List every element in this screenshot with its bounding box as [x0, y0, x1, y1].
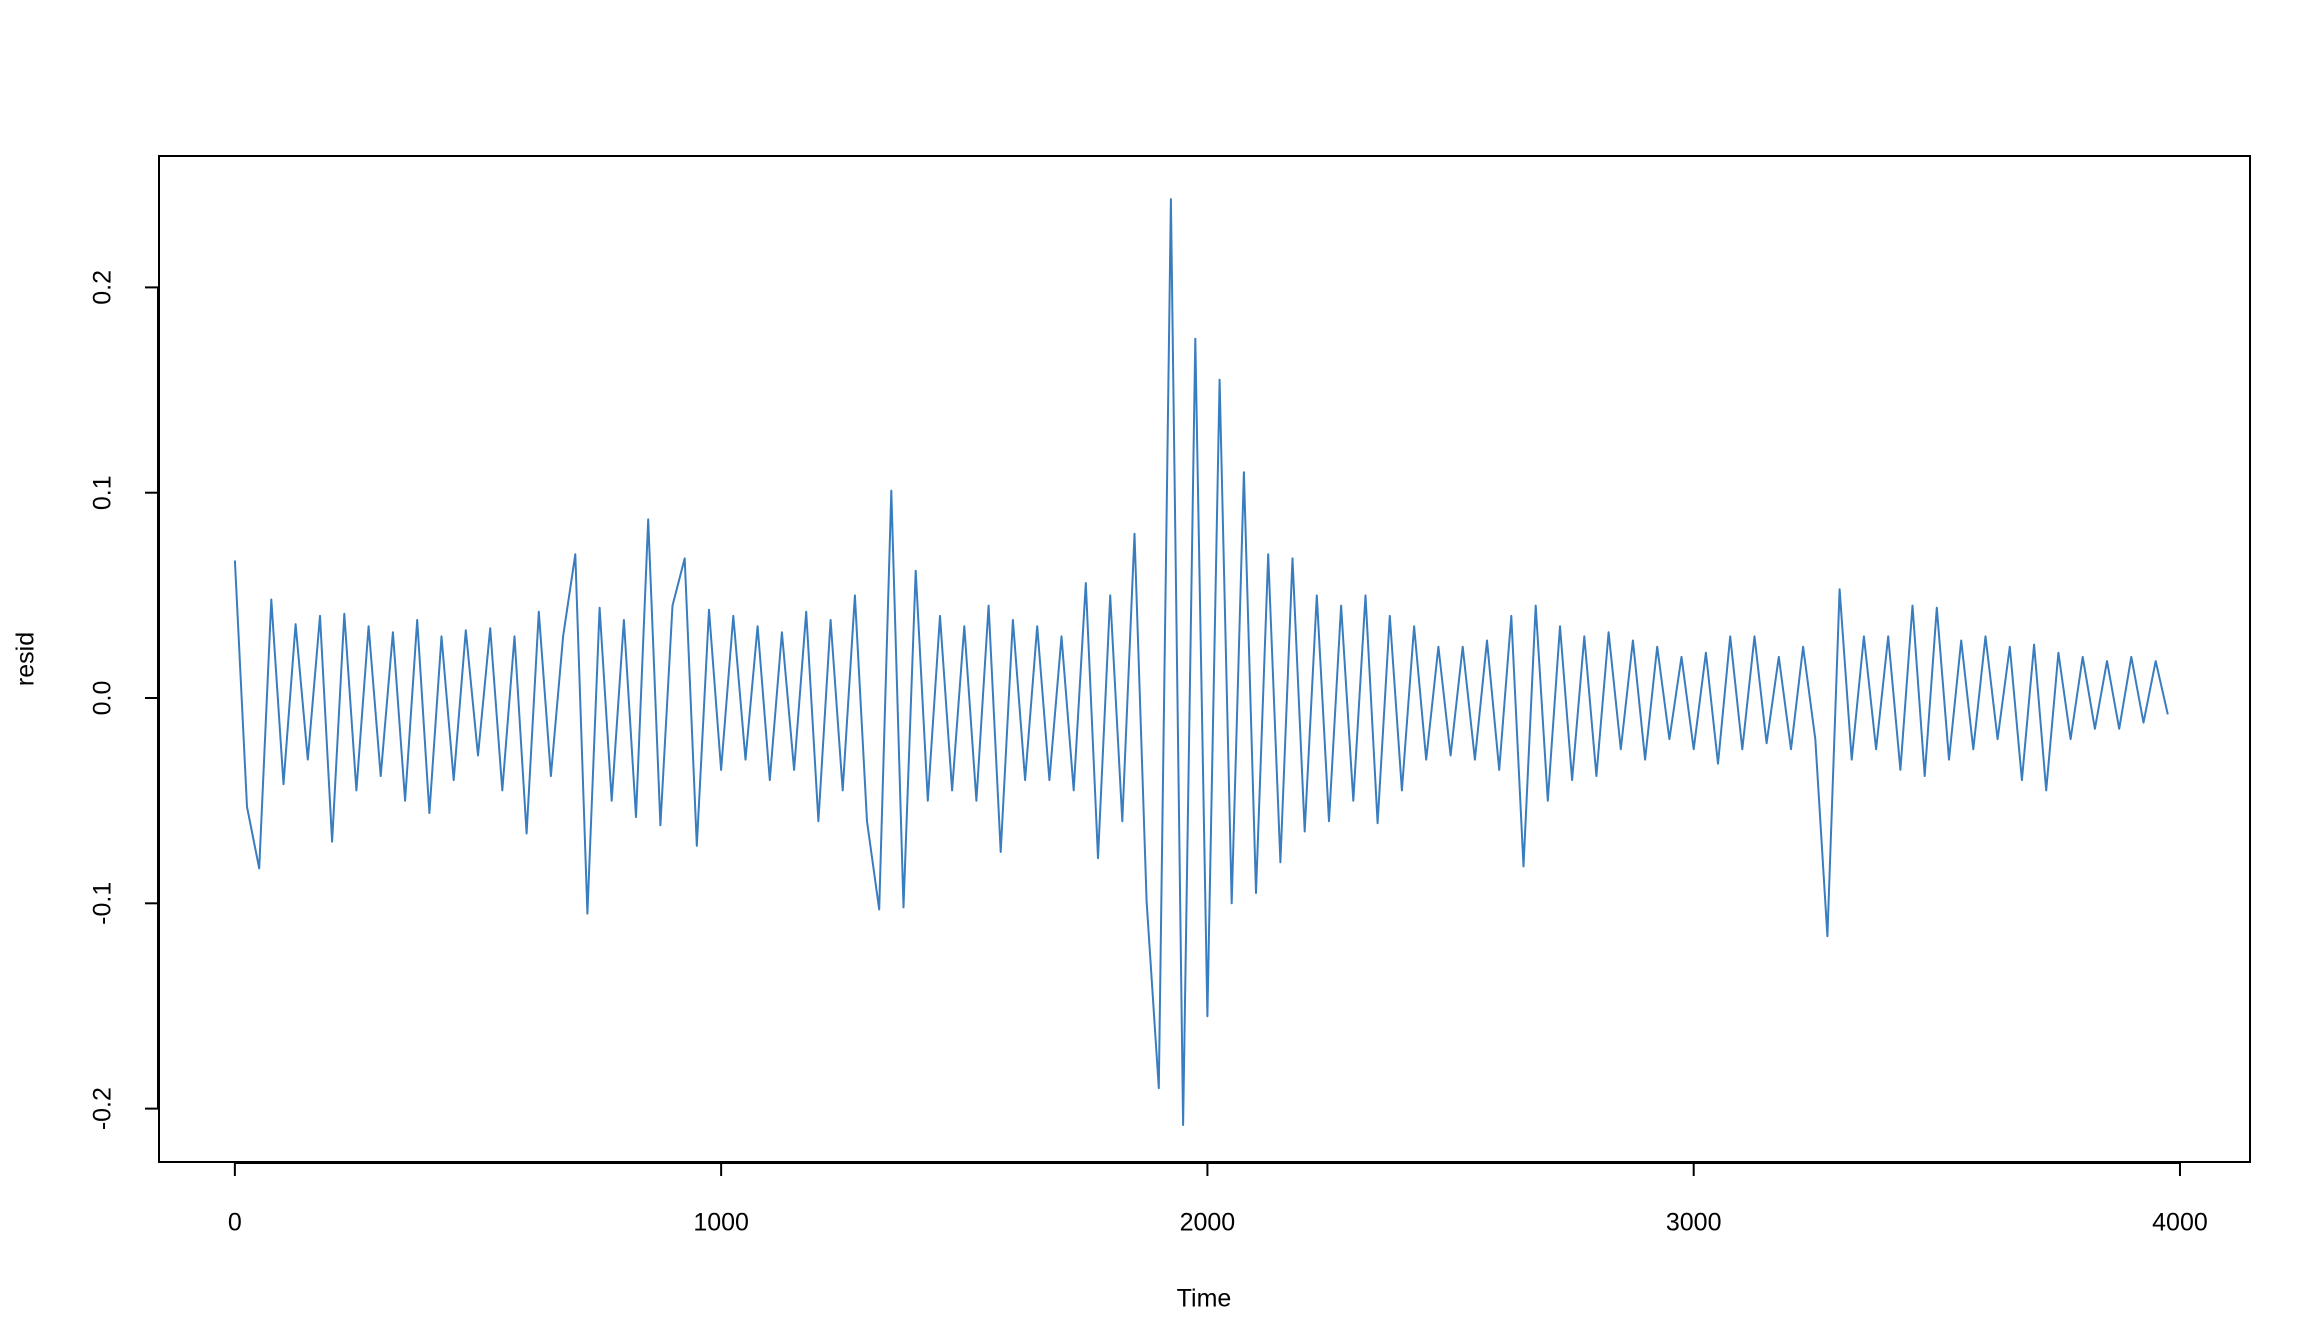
y-axis-label: resid [12, 632, 40, 686]
y-tick-label: 0.1 [89, 475, 117, 510]
x-tick-label: 1000 [693, 1209, 749, 1237]
plot-box [158, 155, 2251, 1163]
y-tick-label: -0.2 [89, 1087, 117, 1130]
y-tick-label: 0.0 [89, 681, 117, 716]
x-tick-label: 4000 [2152, 1209, 2208, 1237]
y-tick-label: -0.1 [89, 882, 117, 925]
x-tick-label: 0 [228, 1209, 242, 1237]
x-tick-label: 2000 [1180, 1209, 1236, 1237]
series-line [233, 198, 2169, 1126]
x-axis-label: Time [1177, 1285, 1232, 1313]
y-tick-label: 0.2 [89, 270, 117, 305]
x-tick-label: 3000 [1666, 1209, 1722, 1237]
